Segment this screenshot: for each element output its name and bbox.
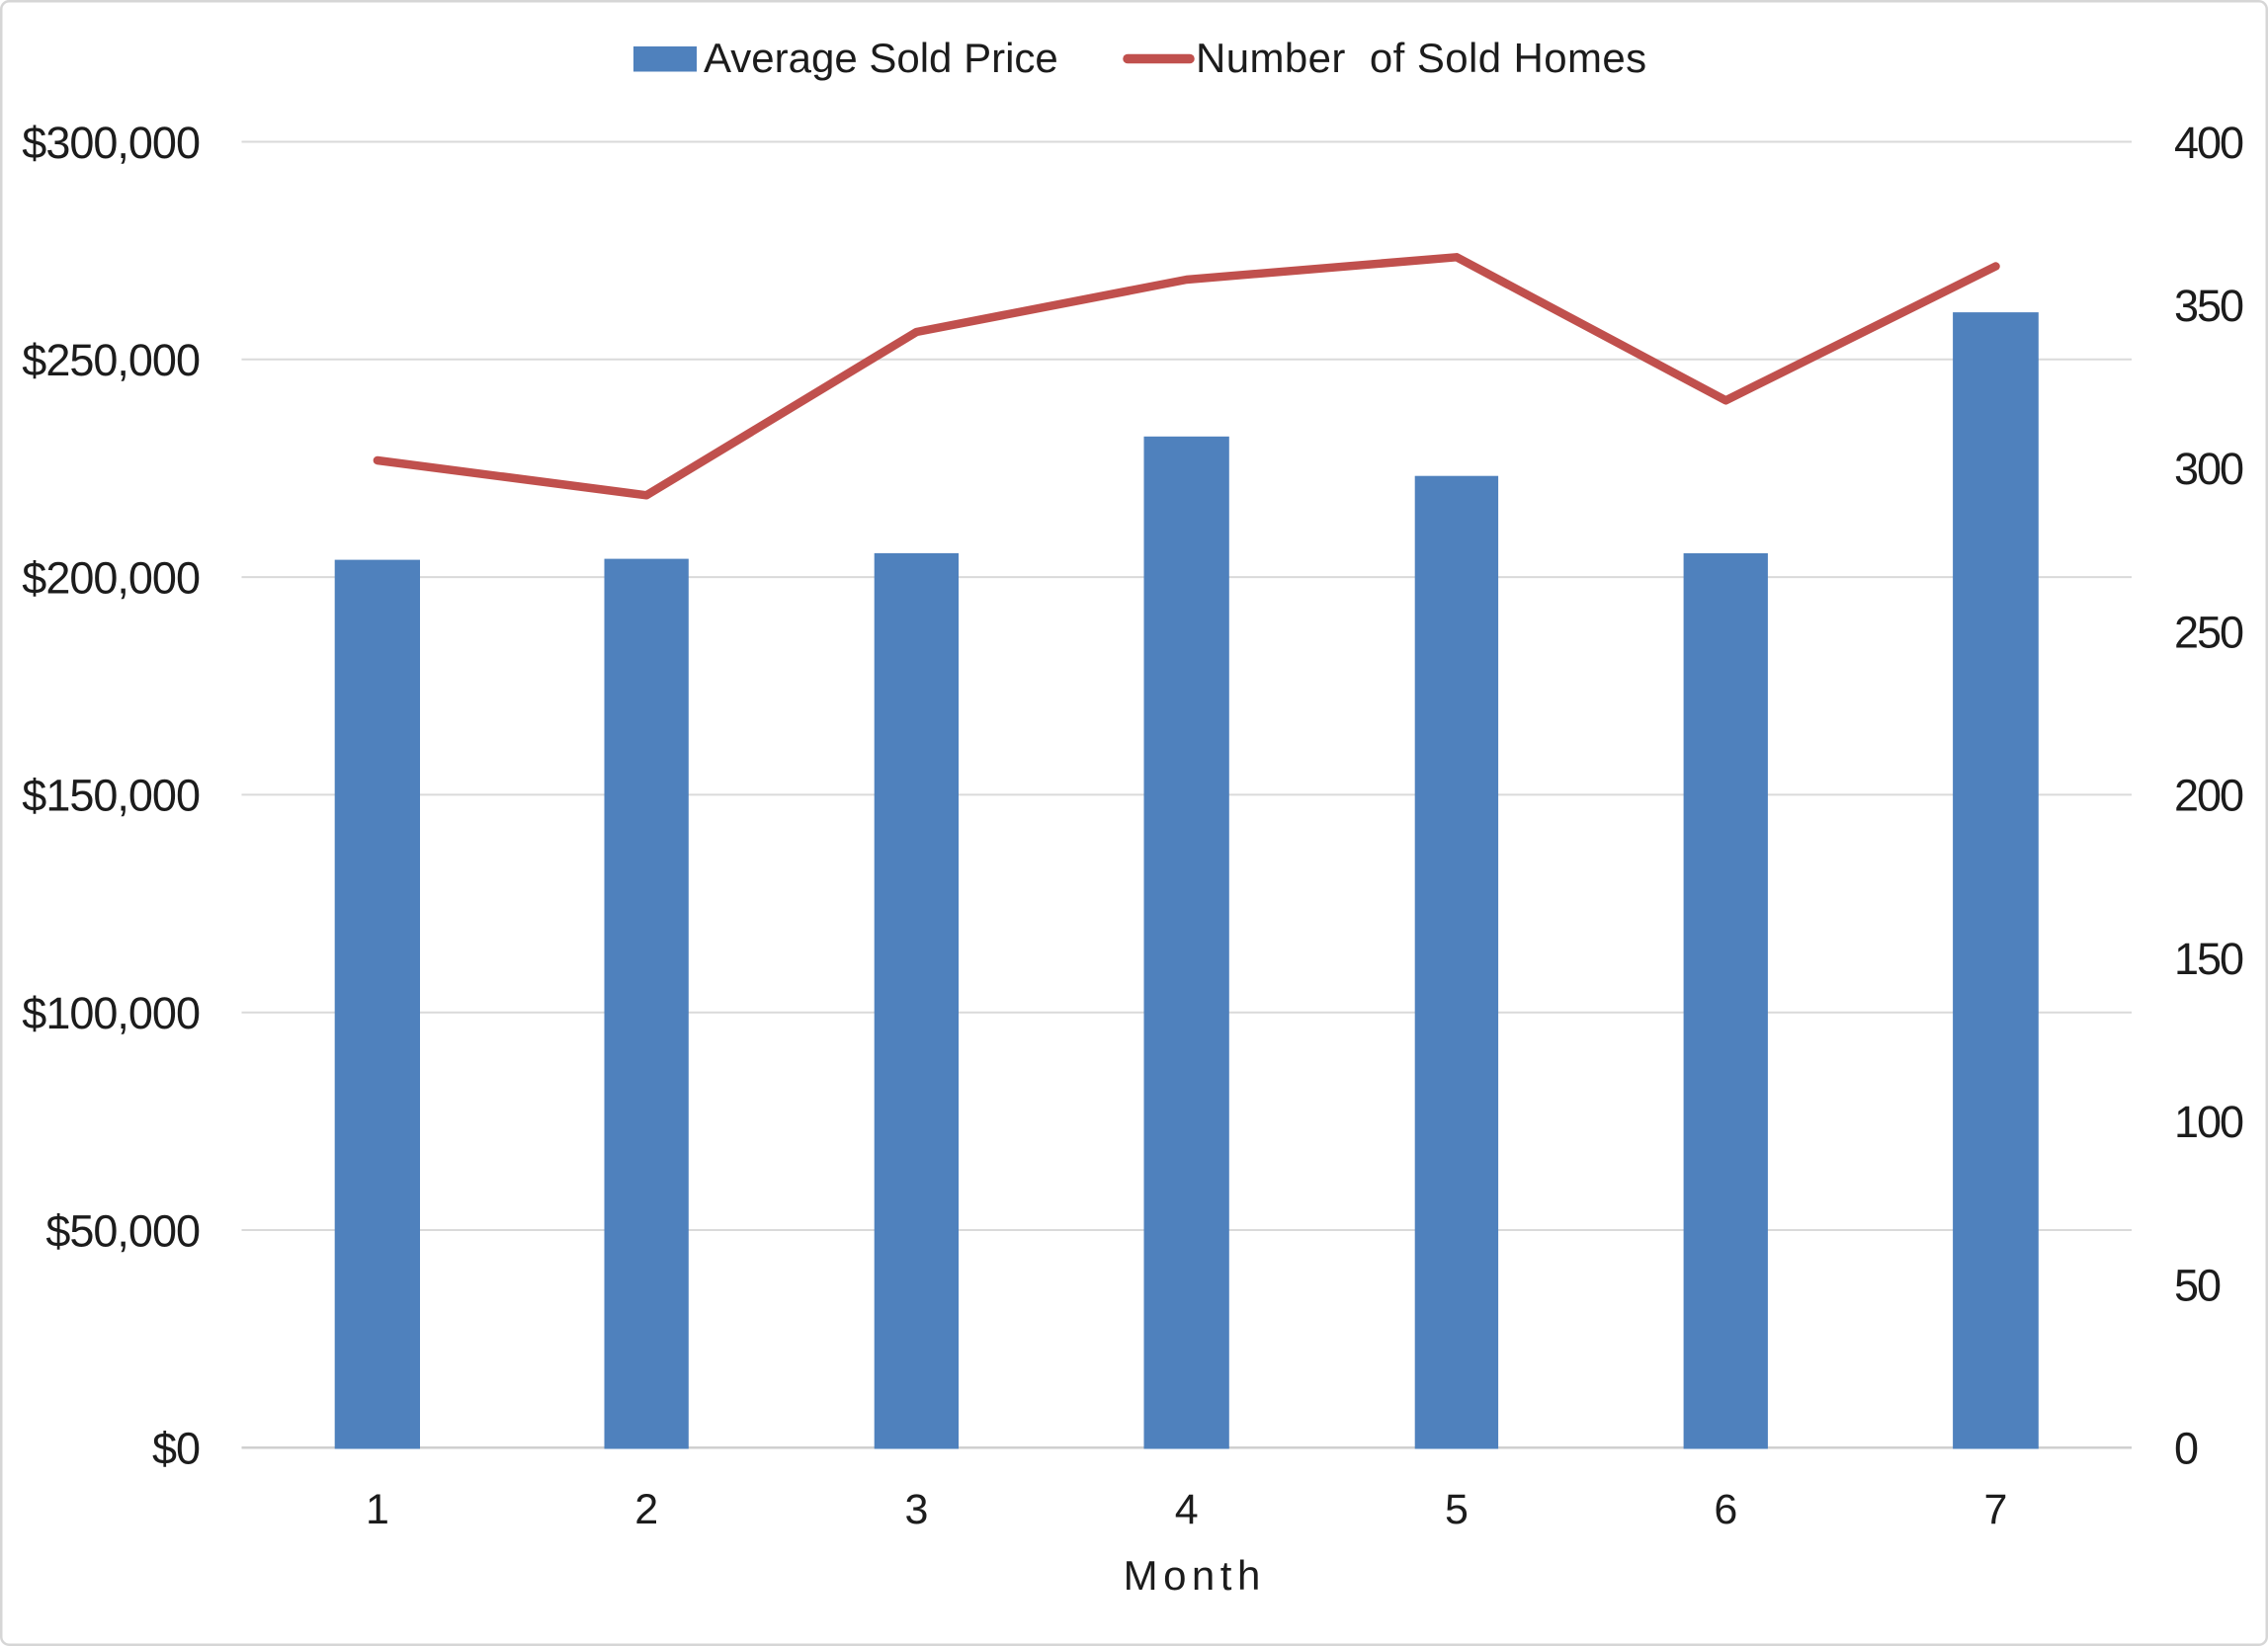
svg-text:$50,000: $50,000 [45,1205,200,1256]
svg-text:350: 350 [2174,281,2243,331]
svg-text:$300,000: $300,000 [22,118,200,168]
svg-text:2: 2 [634,1486,658,1533]
svg-text:200: 200 [2174,771,2243,821]
svg-text:7: 7 [1984,1486,2008,1533]
svg-text:50: 50 [2174,1260,2221,1310]
svg-text:150: 150 [2174,934,2243,984]
svg-text:100: 100 [2174,1097,2243,1147]
svg-text:$200,000: $200,000 [22,552,200,603]
svg-text:1: 1 [366,1486,389,1533]
svg-text:6: 6 [1714,1486,1737,1533]
svg-text:Number of Sold Homes: Number of Sold Homes [1196,35,1647,81]
svg-text:250: 250 [2174,607,2243,657]
svg-text:3: 3 [904,1486,928,1533]
svg-text:Month: Month [1124,1552,1266,1599]
svg-text:$250,000: $250,000 [22,335,200,385]
svg-text:$0: $0 [152,1424,200,1474]
svg-text:$100,000: $100,000 [22,988,200,1038]
svg-text:5: 5 [1445,1486,1469,1533]
svg-text:4: 4 [1175,1486,1199,1533]
svg-text:0: 0 [2174,1424,2198,1474]
svg-text:300: 300 [2174,444,2243,494]
svg-text:Average Sold Price: Average Sold Price [704,35,1058,81]
svg-text:400: 400 [2174,118,2243,168]
svg-text:$150,000: $150,000 [22,771,200,821]
